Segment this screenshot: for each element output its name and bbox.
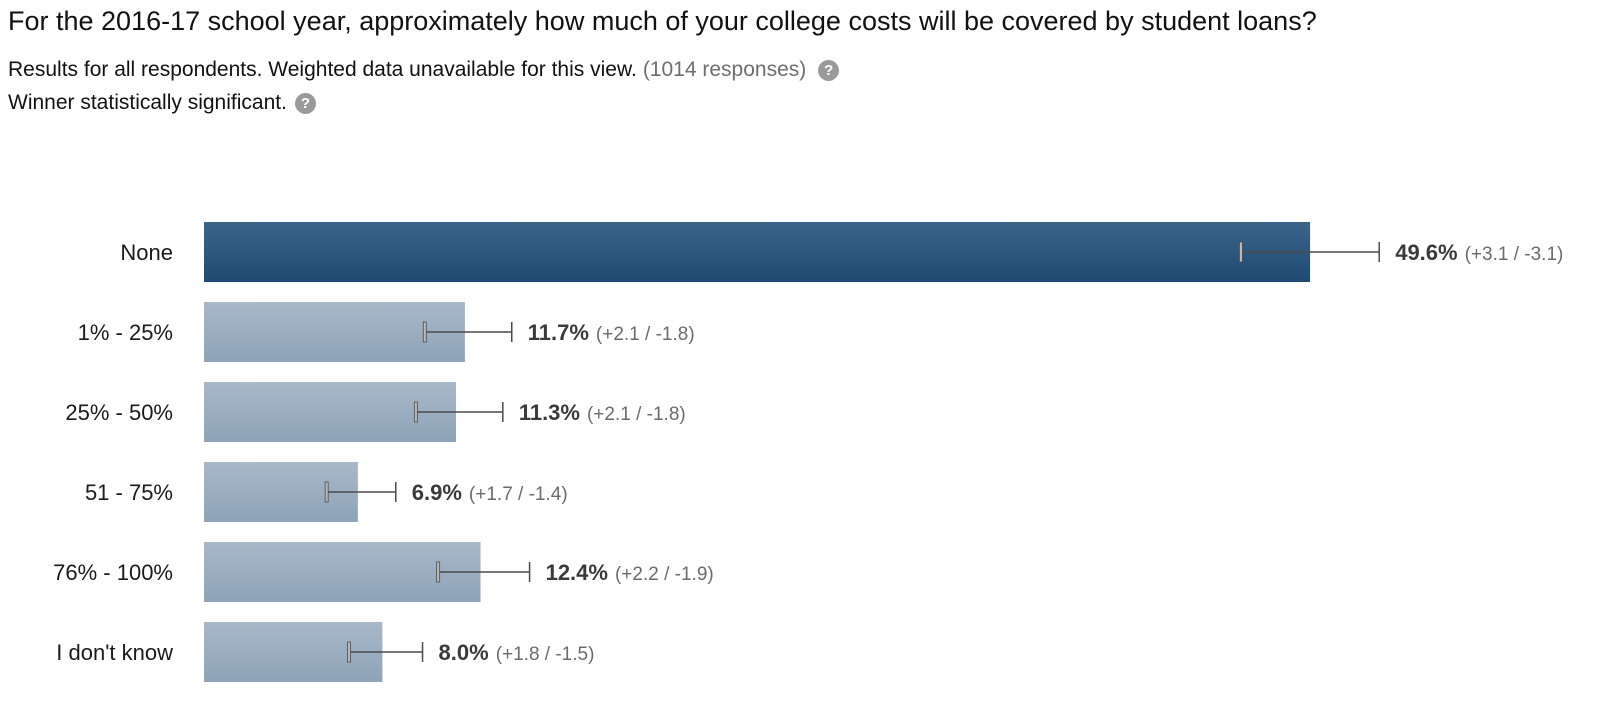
category-label: None (120, 240, 173, 265)
error-bar-cap-low (422, 321, 427, 343)
bar (204, 302, 465, 362)
category-label: 51 - 75% (85, 480, 173, 505)
error-bar-cap-low (1239, 241, 1243, 263)
error-bar-cap-low (347, 641, 351, 663)
value-label: 11.7% (528, 320, 589, 345)
winner-bar (204, 222, 1311, 282)
confidence-interval-label: (+2.2 / -1.9) (615, 564, 714, 585)
confidence-interval-label: (+2.1 / -1.8) (587, 404, 686, 425)
significance-help-icon[interactable]: ? (294, 92, 316, 114)
value-label: 8.0% (439, 640, 489, 665)
error-bar-cap-low (436, 561, 441, 583)
category-label: 1% - 25% (78, 320, 173, 345)
bar (204, 542, 481, 602)
results-info: Results for all respondents. Weighted da… (8, 56, 840, 84)
significance-info: Winner statistically significant. ? (8, 89, 316, 117)
confidence-interval-label: (+3.1 / -3.1) (1465, 244, 1564, 265)
value-label: 49.6% (1395, 240, 1457, 265)
error-bar-cap-low (413, 401, 418, 423)
significance-text: Winner statistically significant. (8, 91, 287, 114)
value-label: 11.3% (519, 400, 580, 425)
category-label: 25% - 50% (65, 400, 173, 425)
value-label: 12.4% (546, 560, 608, 585)
question-title: For the 2016-17 school year, approximate… (8, 6, 1317, 36)
confidence-interval-label: (+1.8 / -1.5) (496, 644, 595, 665)
category-label: I don't know (56, 640, 173, 665)
confidence-interval-label: (+1.7 / -1.4) (469, 484, 568, 505)
value-label: 6.9% (412, 480, 462, 505)
category-label: 76% - 100% (53, 560, 173, 585)
response-count: (1014 responses) (642, 58, 807, 81)
confidence-interval-label: (+2.1 / -1.8) (596, 324, 695, 345)
error-bar-cap-low (324, 481, 329, 503)
results-text: Results for all respondents. Weighted da… (8, 58, 637, 81)
help-icon[interactable]: ? (818, 59, 840, 81)
